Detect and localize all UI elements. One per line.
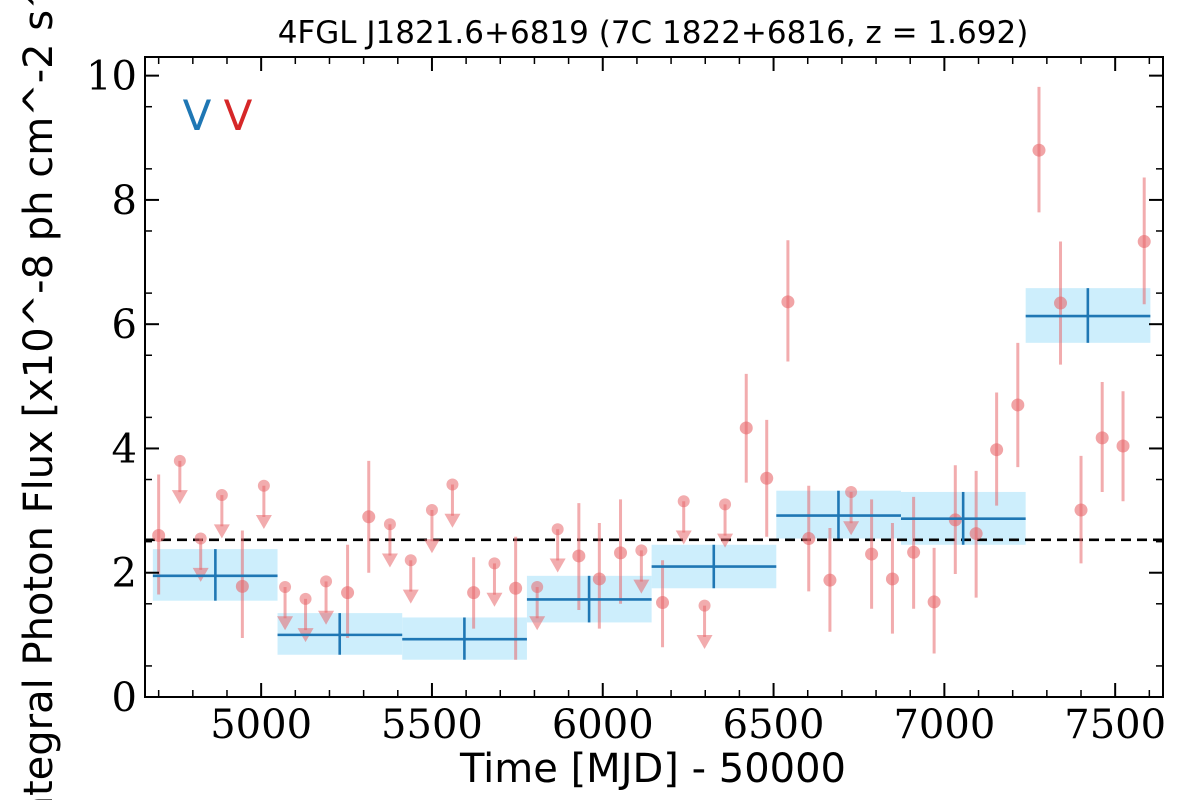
monthly-point [1074, 503, 1088, 517]
upper-limit-point [845, 485, 858, 498]
monthly-point [341, 586, 355, 600]
y-tick-label: 8 [112, 178, 137, 224]
upper-limit-point [531, 581, 544, 594]
upper-limit-arrow [423, 539, 440, 554]
monthly-point [802, 532, 816, 546]
upper-limit-arrow [717, 533, 734, 548]
monthly-point [781, 295, 795, 309]
upper-limit-point [551, 523, 564, 536]
monthly-point [1011, 398, 1025, 412]
upper-limit-point [425, 503, 438, 516]
upper-limit-arrow [444, 513, 461, 528]
variability-marker: V [183, 91, 212, 140]
plot-border [144, 56, 1164, 698]
upper-limit-point [488, 557, 501, 570]
monthly-point [1095, 431, 1109, 445]
x-tick-label: 6500 [723, 702, 825, 748]
x-tick-labels: 5000 5500 6000 6500 7000 7500 [210, 702, 1166, 748]
monthly-point [509, 581, 523, 595]
upper-limit-point [173, 454, 186, 467]
upper-limit-arrow [549, 558, 566, 573]
monthly-point [1032, 143, 1046, 157]
upper-limit-point [677, 495, 690, 508]
upper-limit-point [383, 518, 396, 531]
monthly-point [1116, 439, 1130, 453]
upper-limit-arrow [318, 610, 335, 625]
y-tick-label: 2 [112, 551, 137, 597]
y-axis-label: Integral Photon Flux [x10^-8 ph cm^-2 s^… [16, 0, 62, 800]
variability-marker: V [224, 91, 253, 140]
upper-limit-point [635, 544, 648, 557]
upper-limit-point [320, 575, 333, 588]
upper-limit-point [698, 599, 711, 612]
monthly-point [885, 572, 899, 586]
upper-limit-point [194, 532, 207, 545]
plot-frame [144, 56, 1164, 698]
y-tick-labels: 0 2 4 6 8 10 [86, 54, 137, 721]
upper-limit-arrow [277, 616, 294, 631]
upper-limit-arrow [486, 592, 503, 607]
upper-limit-point [719, 498, 732, 511]
x-tick-label: 5000 [210, 702, 312, 748]
upper-limit-arrow [633, 579, 650, 594]
monthly-point [907, 545, 921, 559]
monthly-point [362, 510, 376, 524]
monthly-point [865, 547, 879, 561]
monthly-point [1137, 235, 1151, 249]
upper-limit-arrow [171, 490, 188, 505]
upper-limit-arrow [696, 634, 713, 649]
monthly-flux-series [152, 86, 1151, 660]
x-tick-label: 7000 [893, 702, 995, 748]
monthly-point [656, 596, 670, 610]
upper-limit-arrow [843, 521, 860, 536]
monthly-point [235, 579, 249, 593]
monthly-point [990, 443, 1004, 457]
monthly-point [572, 549, 586, 563]
monthly-point [614, 546, 628, 560]
upper-limit-arrow [381, 553, 398, 568]
upper-limit-point [215, 489, 228, 502]
monthly-point [927, 595, 941, 609]
monthly-point [592, 572, 606, 586]
x-tick-label: 6000 [552, 702, 654, 748]
monthly-point [1054, 296, 1068, 310]
upper-limit-point [404, 554, 417, 567]
upper-limit-point [279, 581, 292, 594]
upper-limit-point [299, 592, 312, 605]
x-tick-label: 5500 [381, 702, 483, 748]
monthly-point [739, 421, 753, 435]
upper-limit-point [257, 479, 270, 492]
upper-limit-arrow [213, 524, 230, 539]
upper-limit-arrow [402, 589, 419, 604]
monthly-point [969, 527, 983, 541]
binned-flux-bands [152, 288, 1151, 660]
y-tick-label: 0 [112, 675, 137, 721]
monthly-point [152, 528, 166, 542]
chart-title: 4FGL J1821.6+6819 (7C 1822+6816, z = 1.6… [278, 15, 1029, 51]
y-tick-label: 6 [112, 302, 137, 348]
upper-limit-point [446, 478, 459, 491]
monthly-point [823, 573, 837, 587]
upper-limit-arrow [675, 530, 692, 545]
monthly-point [467, 586, 481, 600]
monthly-point [760, 471, 774, 485]
upper-limit-arrow [255, 515, 272, 530]
x-tick-label: 7500 [1064, 702, 1166, 748]
y-tick-label: 4 [112, 426, 137, 472]
x-axis-label: Time [MJD] - 50000 [459, 746, 846, 792]
binned-flux-series [152, 288, 1151, 660]
upper-limit-arrow [529, 616, 546, 631]
y-tick-label: 10 [86, 54, 137, 100]
